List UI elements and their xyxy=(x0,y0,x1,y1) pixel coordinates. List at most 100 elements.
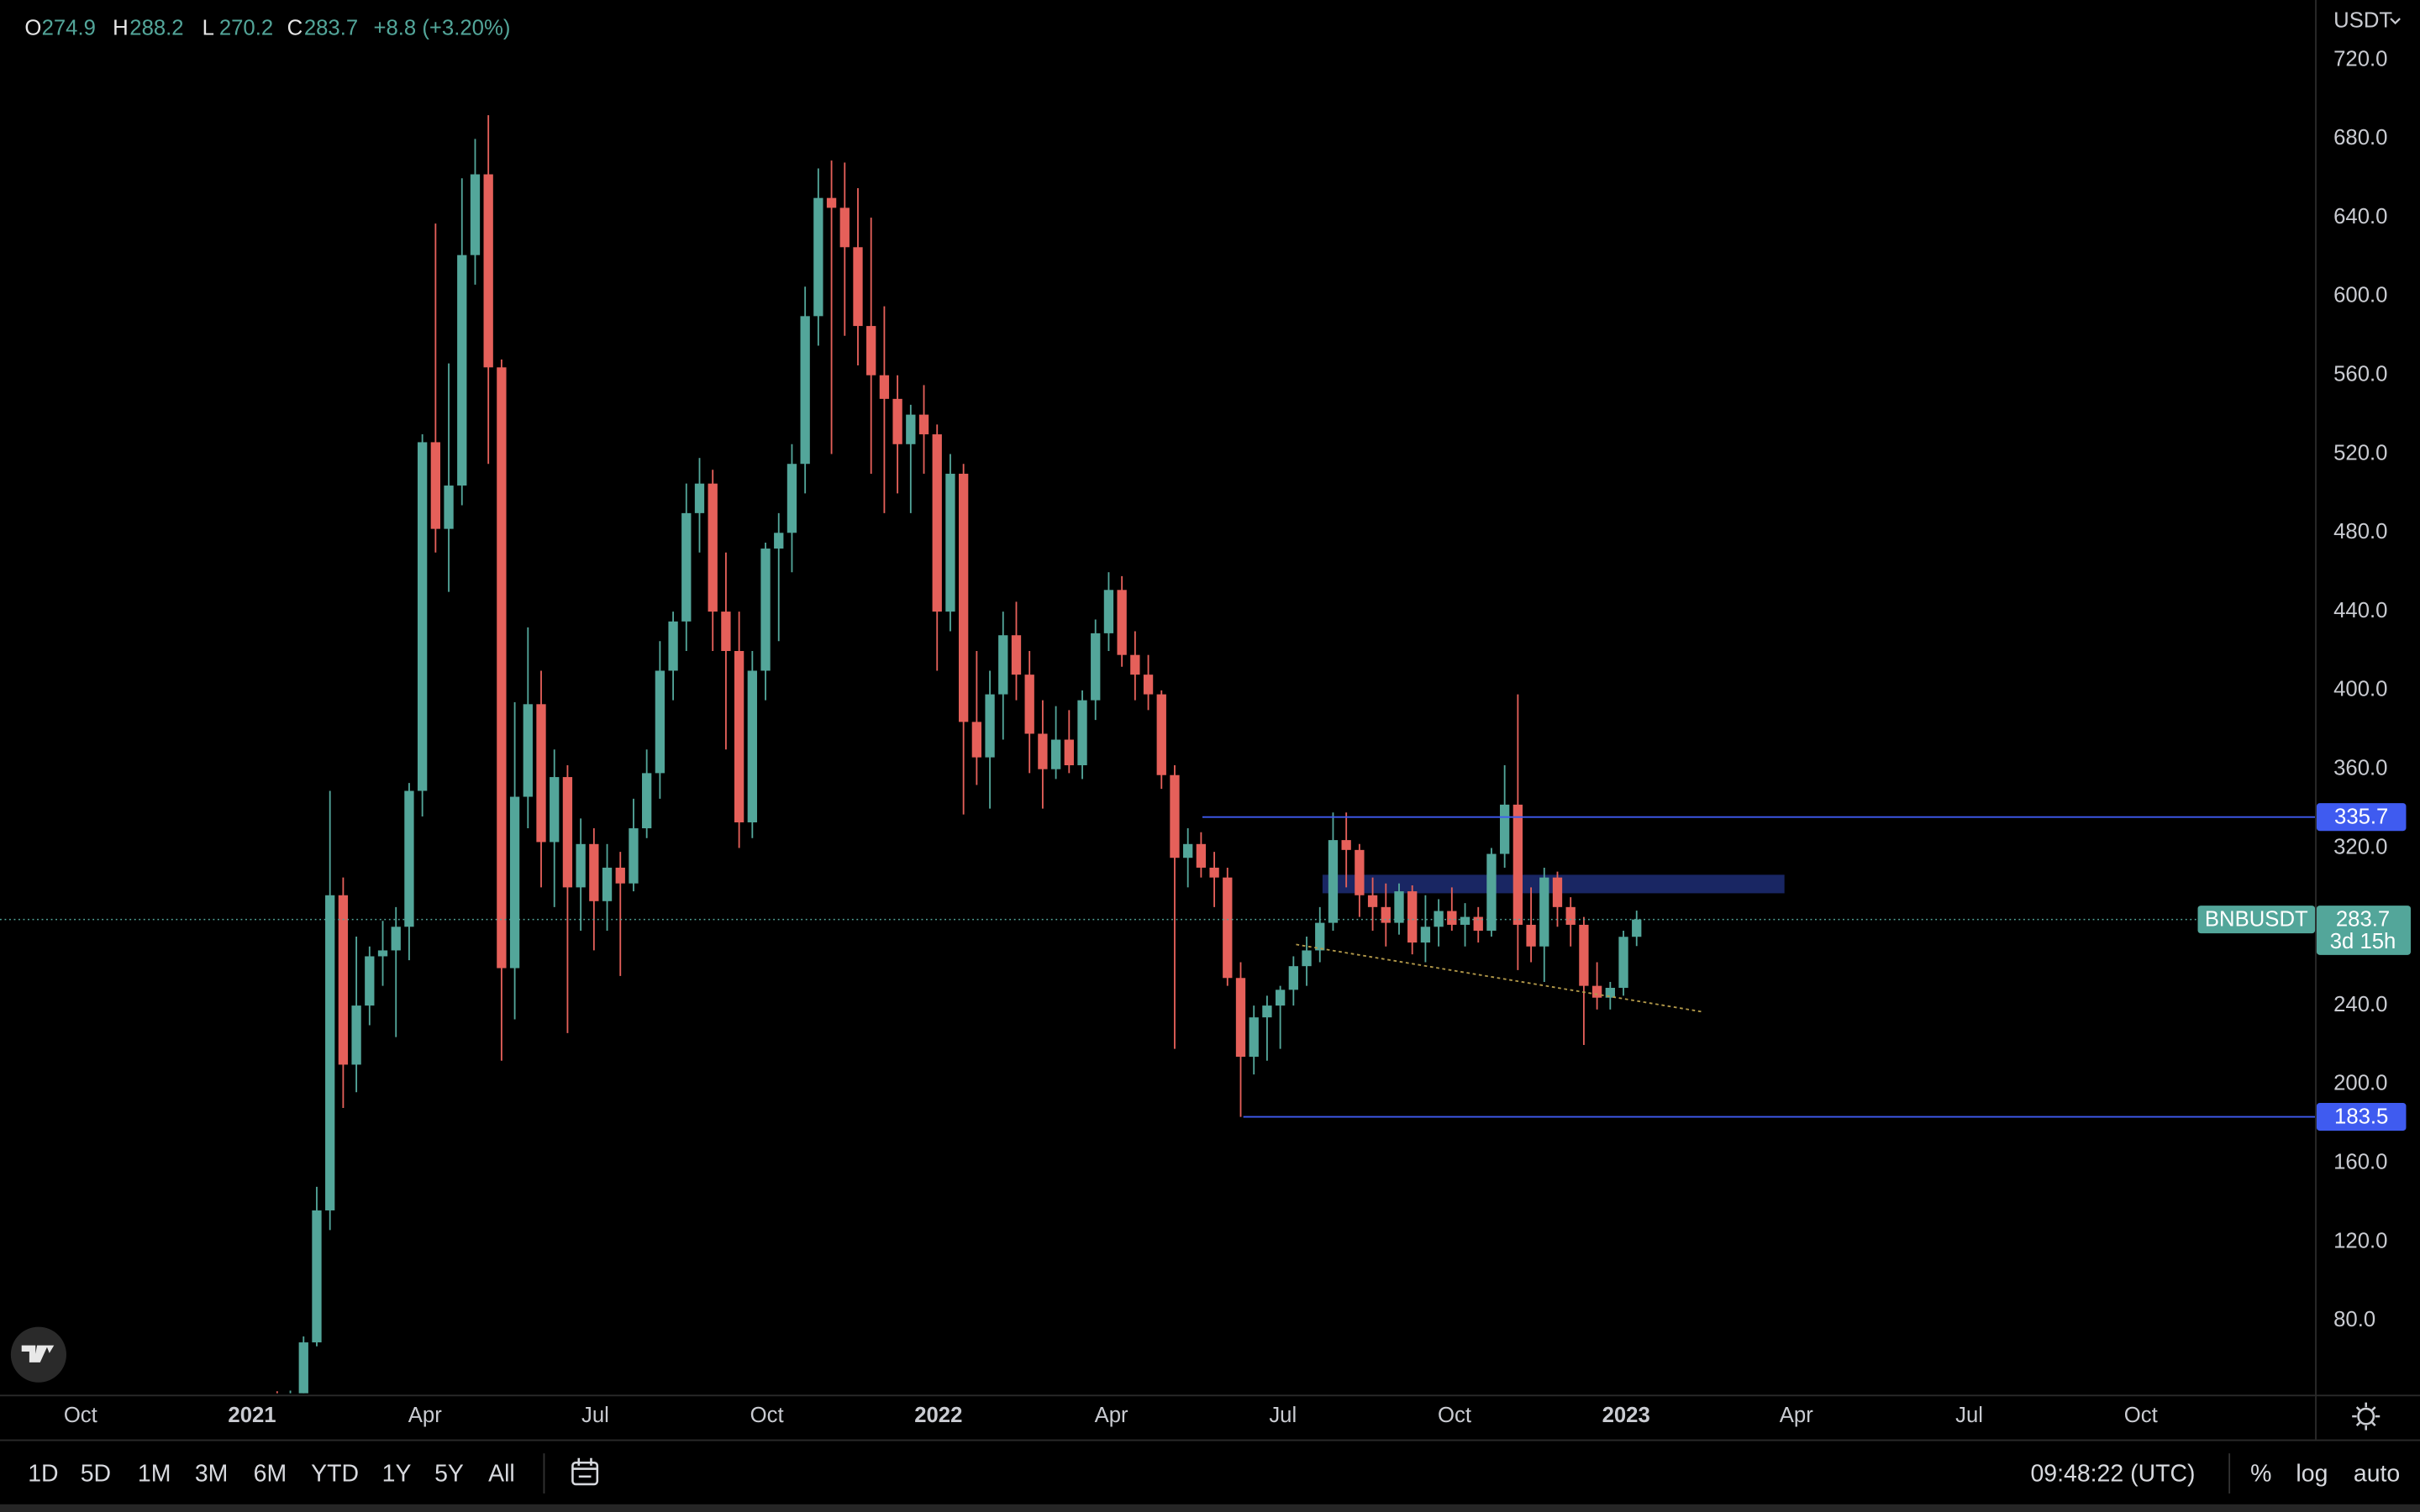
gear[interactable] xyxy=(2357,1407,2375,1425)
candle-body xyxy=(1618,937,1628,988)
candle-body xyxy=(576,843,586,888)
candle-body xyxy=(404,790,414,927)
calendar-frame[interactable] xyxy=(571,1461,599,1486)
currency-caret[interactable] xyxy=(2390,18,2401,25)
candle-body xyxy=(562,777,573,888)
candle-body xyxy=(747,670,757,823)
candle-body xyxy=(694,483,705,513)
candle-body xyxy=(945,473,955,612)
candle-body xyxy=(1275,990,1286,1006)
candle-body xyxy=(800,316,810,465)
axis-option[interactable]: auto xyxy=(2354,1460,2400,1487)
clock: 09:48:22 (UTC) xyxy=(2030,1460,2195,1487)
candle-body xyxy=(1235,978,1246,1058)
range-button[interactable]: 5Y xyxy=(434,1460,464,1487)
candle-body xyxy=(1315,922,1325,951)
candle-body xyxy=(430,442,441,529)
candle-body xyxy=(1420,927,1431,943)
x-tick-label: Oct xyxy=(1438,1404,1471,1427)
candle-body xyxy=(1302,950,1312,967)
candle-body xyxy=(1407,891,1418,943)
candle-body xyxy=(509,796,520,969)
y-tick-label: 360.0 xyxy=(2333,756,2387,780)
logo[interactable] xyxy=(10,1326,66,1383)
candle-body xyxy=(1341,840,1351,850)
range-button[interactable]: 3M xyxy=(195,1460,229,1487)
candle-body xyxy=(1091,633,1101,701)
candle-body xyxy=(1170,774,1180,858)
candle-body xyxy=(721,612,731,652)
candle-body xyxy=(892,398,902,444)
candle-body xyxy=(1103,590,1114,633)
candle-body xyxy=(444,486,454,529)
x-tick-label: 2021 xyxy=(228,1404,276,1427)
range-toolbar: 1D 5D 1M 3M 6M YTD 1Y 5Y All% log auto xyxy=(28,1460,2400,1487)
x-tick-label: 2023 xyxy=(1602,1404,1650,1427)
candle-body xyxy=(497,367,507,969)
range-button[interactable]: All xyxy=(488,1460,515,1487)
candle-body xyxy=(932,434,942,612)
candle-body xyxy=(1050,739,1061,769)
symbol-label: BNBUSDT xyxy=(2205,907,2308,931)
candle-body xyxy=(536,704,546,843)
candle-body xyxy=(906,414,916,444)
candle-body xyxy=(523,704,533,797)
range-button[interactable]: 5D xyxy=(81,1460,111,1487)
x-tick-label: 2022 xyxy=(914,1404,962,1427)
range-button[interactable]: 1Y xyxy=(382,1460,412,1487)
level-label-box xyxy=(2316,803,2407,832)
candle-body xyxy=(1024,675,1034,734)
candle-body xyxy=(1447,911,1457,925)
currency-label[interactable]: USDT xyxy=(2333,9,2392,33)
candle-body xyxy=(1328,840,1339,923)
candle-body xyxy=(1183,843,1193,858)
candle-body xyxy=(918,414,929,435)
range-button[interactable]: 1D xyxy=(28,1460,58,1487)
candle-body xyxy=(1077,700,1087,766)
candle-body xyxy=(879,375,890,399)
ohlc-value: 288.2 xyxy=(129,17,183,40)
x-tick-label: Apr xyxy=(408,1404,442,1427)
ohlc-header: O 274.9 H 288.2 L 270.2 C 283.7 +8.8 (+3.20%) xyxy=(24,17,510,40)
logo-mark[interactable] xyxy=(21,1345,55,1362)
gear-teeth[interactable] xyxy=(2352,1402,2381,1431)
candle-body xyxy=(1605,987,1615,998)
candle-body xyxy=(377,950,388,957)
x-tick-label: Apr xyxy=(1780,1404,1813,1427)
y-tick-label: 680.0 xyxy=(2333,126,2387,150)
candle-body xyxy=(839,207,850,248)
x-tick-label: Jul xyxy=(1269,1404,1297,1427)
range-button[interactable]: 1M xyxy=(138,1460,171,1487)
candle-body xyxy=(298,1342,308,1394)
settings-icon[interactable] xyxy=(2352,1402,2381,1431)
ohlc-value: 274.9 xyxy=(42,17,96,40)
candle-body xyxy=(325,895,335,1210)
candle-body xyxy=(655,670,666,774)
change-label: +8.8 (+3.20%) xyxy=(373,17,510,40)
candle-body xyxy=(1473,916,1483,931)
calendar-lines[interactable] xyxy=(572,1457,597,1478)
axis-option[interactable]: % xyxy=(2250,1460,2271,1487)
trendline xyxy=(1296,943,1704,1013)
candle-body xyxy=(1262,1005,1272,1018)
candle-body xyxy=(1512,804,1523,925)
candle-body xyxy=(602,867,613,901)
candle-body xyxy=(786,464,797,533)
x-tick-label: Oct xyxy=(750,1404,784,1427)
x-tick-label: Jul xyxy=(581,1404,609,1427)
candle-body xyxy=(760,549,771,671)
range-button[interactable]: YTD xyxy=(311,1460,359,1487)
countdown-label: 3d 15h xyxy=(2330,930,2396,953)
candle-body xyxy=(774,533,784,549)
candle-body xyxy=(866,326,876,375)
calendar-icon[interactable] xyxy=(571,1457,599,1486)
candle-body xyxy=(312,1210,322,1343)
range-button[interactable]: 6M xyxy=(254,1460,287,1487)
candle-body xyxy=(1539,877,1549,947)
candle-body xyxy=(550,777,560,843)
axis-option[interactable]: log xyxy=(2296,1460,2328,1487)
y-tick-label: 120.0 xyxy=(2333,1229,2387,1252)
candle-body xyxy=(1394,891,1404,923)
